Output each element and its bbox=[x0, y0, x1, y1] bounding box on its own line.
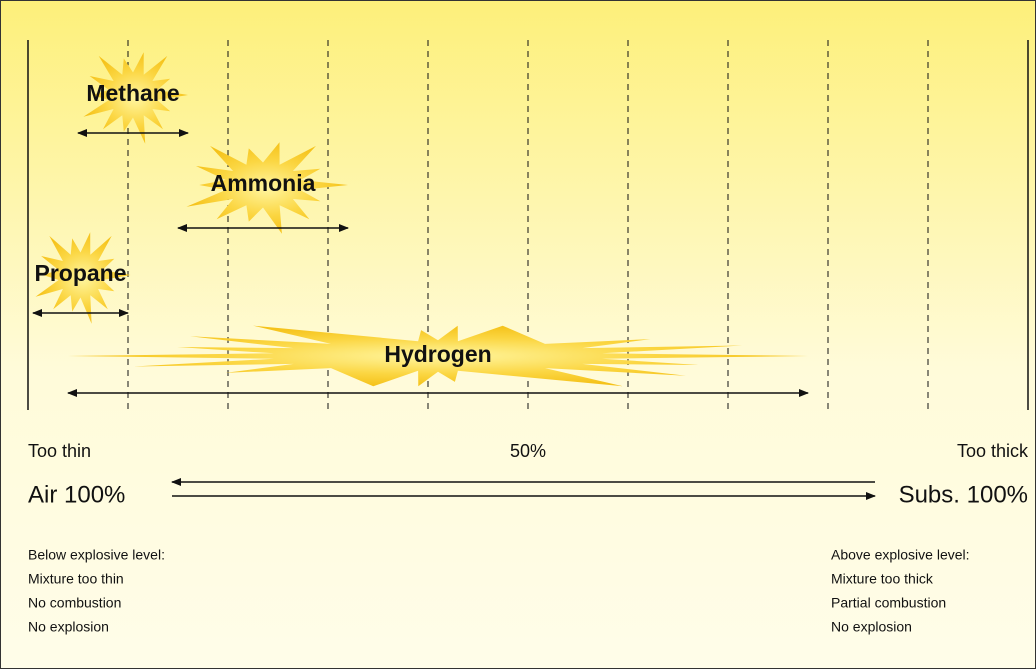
note-line: Mixture too thin bbox=[28, 571, 124, 587]
gas-name: Propane bbox=[34, 260, 126, 286]
burst bbox=[35, 232, 131, 324]
air-label: Air 100% bbox=[28, 481, 125, 508]
note-line: Below explosive level: bbox=[28, 547, 165, 563]
note-line: Partial combustion bbox=[831, 595, 946, 611]
gas-name: Ammonia bbox=[211, 170, 316, 196]
gas-name: Hydrogen bbox=[384, 341, 491, 367]
too-thick-label: Too thick bbox=[957, 441, 1029, 461]
notes: Below explosive level: Mixture too thin No… bbox=[28, 547, 970, 635]
note-line: Above explosive level: bbox=[831, 547, 970, 563]
substance-label: Subs. 100% bbox=[899, 481, 1028, 508]
note-line: Mixture too thick bbox=[831, 571, 934, 587]
midpoint-label: 50% bbox=[510, 441, 546, 461]
burst bbox=[83, 52, 188, 144]
note-line: No explosion bbox=[28, 619, 109, 635]
too-thin-label: Too thin bbox=[28, 441, 91, 461]
note-line: No combustion bbox=[28, 595, 121, 611]
burst bbox=[186, 142, 348, 234]
gas-name: Methane bbox=[86, 80, 179, 106]
note-line: No explosion bbox=[831, 619, 912, 635]
burst bbox=[68, 325, 808, 387]
diagram-layer: Methane Ammonia Propane Hydrogen bbox=[27, 40, 1029, 410]
